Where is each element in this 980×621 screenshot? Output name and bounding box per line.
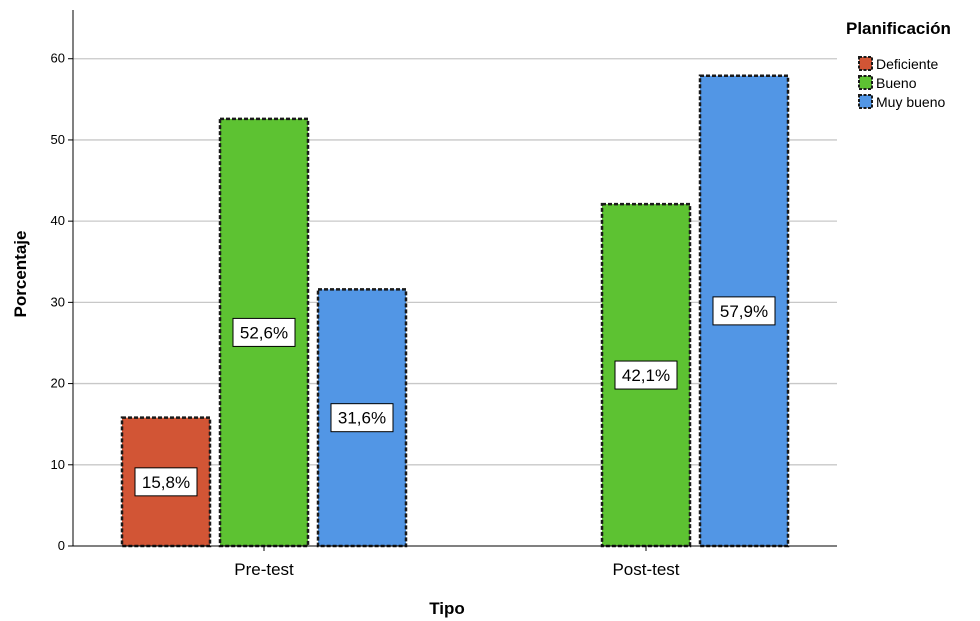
data-label-box [232,317,296,347]
data-label: 42,1% [622,366,670,385]
legend-swatch [858,75,873,90]
axes [72,10,837,547]
x-axis-ticks: Pre-test Post-test [234,546,680,579]
y-tick-label: 50 [51,132,65,147]
legend-item-label: Deficiente [876,56,938,72]
legend-swatch [858,56,873,71]
x-tick-label: Post-test [612,560,679,579]
y-tick-label: 30 [51,294,65,309]
data-label-box [330,403,394,433]
data-label: 52,6% [240,323,288,342]
data-label: 57,9% [720,302,768,321]
y-tick-label: 60 [51,51,65,66]
data-label-box [614,360,678,390]
y-tick-label: 20 [51,376,65,391]
legend-swatch [858,94,873,109]
legend-title: Planificación [846,19,951,38]
data-label: 15,8% [142,473,190,492]
bars [120,74,790,548]
data-label-box [134,467,198,497]
legend-item-label: Muy bueno [876,94,945,110]
y-tick-label: 40 [51,213,65,228]
data-label-box [712,296,776,326]
legend: Planificación Deficiente Bueno Muy bueno [846,19,951,110]
data-labels: 15,8% 52,6% 31,6% 42,1% 57,9% [134,296,776,497]
x-tick-label: Pre-test [234,560,294,579]
y-axis-ticks: 0 10 20 30 40 50 60 [51,51,73,553]
y-tick-label: 10 [51,457,65,472]
y-tick-label: 0 [58,538,65,553]
legend-item-label: Bueno [876,75,917,91]
y-axis-title: Porcentaje [11,231,30,318]
x-axis-title: Tipo [429,599,465,618]
data-label: 31,6% [338,409,386,428]
